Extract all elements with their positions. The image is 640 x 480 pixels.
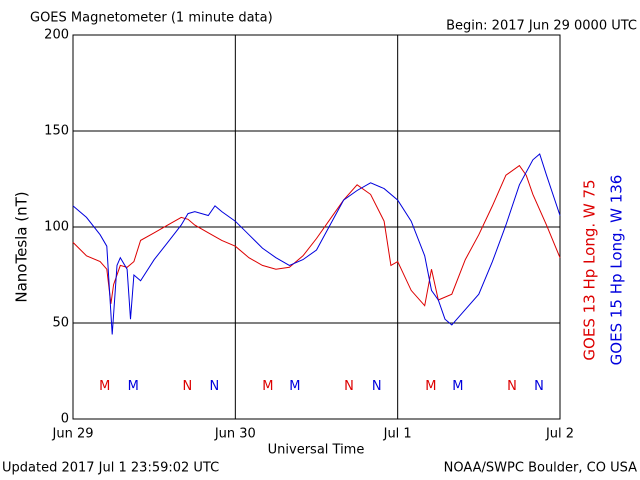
x-axis-label: Universal Time bbox=[268, 443, 365, 458]
footer-left: Updated 2017 Jul 1 23:59:02 UTC bbox=[2, 461, 219, 476]
legend-entry: GOES 13 Hp Long. W 75 bbox=[581, 179, 599, 360]
y-tick-label: 150 bbox=[44, 124, 69, 139]
x-tick-label: Jun 30 bbox=[214, 427, 256, 442]
y-tick-label: 50 bbox=[52, 316, 69, 331]
y-axis-label: NanoTesla (nT) bbox=[13, 191, 31, 302]
data-line bbox=[72, 164, 561, 307]
time-marker: N bbox=[182, 379, 192, 394]
y-tick-label: 200 bbox=[44, 28, 69, 43]
time-marker: M bbox=[289, 379, 300, 394]
begin-label: Begin: 2017 Jun 29 0000 UTC bbox=[446, 19, 637, 34]
legend-entry: GOES 15 Hp Long. W 136 bbox=[608, 175, 626, 366]
data-line bbox=[72, 153, 561, 335]
time-marker: M bbox=[425, 379, 436, 394]
time-marker: M bbox=[99, 379, 110, 394]
chart-title: GOES Magnetometer (1 minute data) bbox=[30, 11, 273, 26]
time-marker: N bbox=[372, 379, 382, 394]
time-marker: N bbox=[534, 379, 544, 394]
y-tick-label: 0 bbox=[61, 412, 69, 427]
x-tick-label: Jun 29 bbox=[52, 427, 94, 442]
x-tick-label: Jul 1 bbox=[383, 427, 412, 442]
time-marker: N bbox=[344, 379, 354, 394]
time-marker: N bbox=[507, 379, 517, 394]
time-marker: M bbox=[128, 379, 139, 394]
y-tick-label: 100 bbox=[44, 220, 69, 235]
time-marker: M bbox=[452, 379, 463, 394]
time-marker: M bbox=[262, 379, 273, 394]
time-marker: N bbox=[209, 379, 219, 394]
footer-right: NOAA/SWPC Boulder, CO USA bbox=[444, 461, 637, 476]
x-tick-label: Jul 2 bbox=[545, 427, 574, 442]
